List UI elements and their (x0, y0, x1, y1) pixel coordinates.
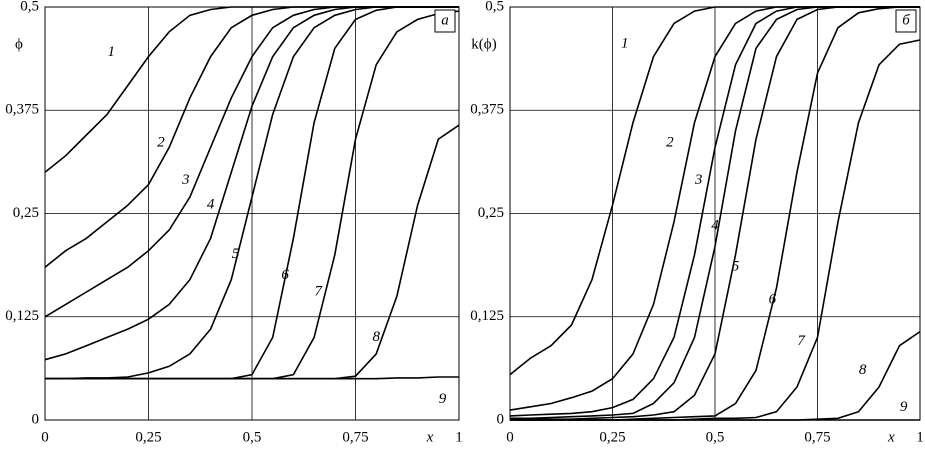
curve-label: 2 (666, 135, 674, 151)
curve-label: 1 (107, 44, 115, 60)
curve-label: 5 (732, 259, 740, 275)
panel-label-box (895, 9, 917, 33)
curve-label: 8 (859, 362, 867, 378)
y-tick-label: 0,5 (20, 0, 39, 14)
y-axis-label: k(ϕ) (471, 36, 496, 52)
curve-label: 1 (621, 36, 629, 52)
x-tick-label: 1 (455, 429, 463, 445)
curve-label: 3 (694, 172, 703, 188)
curve (510, 6, 920, 420)
curve-label: 5 (232, 246, 240, 262)
x-tick-label: 0,5 (243, 429, 262, 445)
y-tick-label: 0,375 (5, 102, 39, 118)
curve (45, 6, 459, 380)
curve-label: 4 (711, 217, 719, 233)
curve-label: 8 (372, 329, 380, 345)
curve-label: 9 (900, 399, 908, 415)
curve-label: 6 (769, 292, 777, 308)
curve-label: 7 (797, 333, 806, 349)
x-axis-label: x (887, 429, 895, 445)
panel-label-box (434, 9, 456, 33)
y-tick-label: 0,125 (470, 308, 504, 324)
curve (45, 376, 459, 380)
y-tick-label: 0 (497, 411, 505, 427)
y-tick-label: 0,125 (5, 308, 39, 324)
curve-label: 3 (181, 172, 190, 188)
y-tick-label: 0 (32, 411, 40, 427)
curve-label: 4 (207, 197, 215, 213)
x-tick-label: 0 (506, 429, 514, 445)
y-tick-label: 0,25 (478, 205, 504, 221)
x-tick-label: 1 (916, 429, 924, 445)
y-axis-label: ϕ (15, 36, 23, 52)
x-axis-label: x (426, 429, 434, 445)
curve-label: 7 (314, 283, 323, 299)
panel-label: а (441, 12, 449, 28)
x-tick-label: 0,75 (804, 429, 830, 445)
curve-label: 9 (439, 391, 447, 407)
x-tick-label: 0,25 (135, 429, 161, 445)
x-tick-label: 0,25 (599, 429, 625, 445)
x-tick-label: 0,75 (342, 429, 368, 445)
y-tick-label: 0,5 (485, 0, 504, 14)
curve-label: 6 (281, 267, 289, 283)
panel-label: б (902, 12, 910, 28)
curve-label: 2 (157, 135, 165, 151)
y-tick-label: 0,375 (470, 102, 504, 118)
y-tick-label: 0,25 (13, 205, 39, 221)
x-tick-label: 0 (41, 429, 49, 445)
x-tick-label: 0,5 (706, 429, 725, 445)
